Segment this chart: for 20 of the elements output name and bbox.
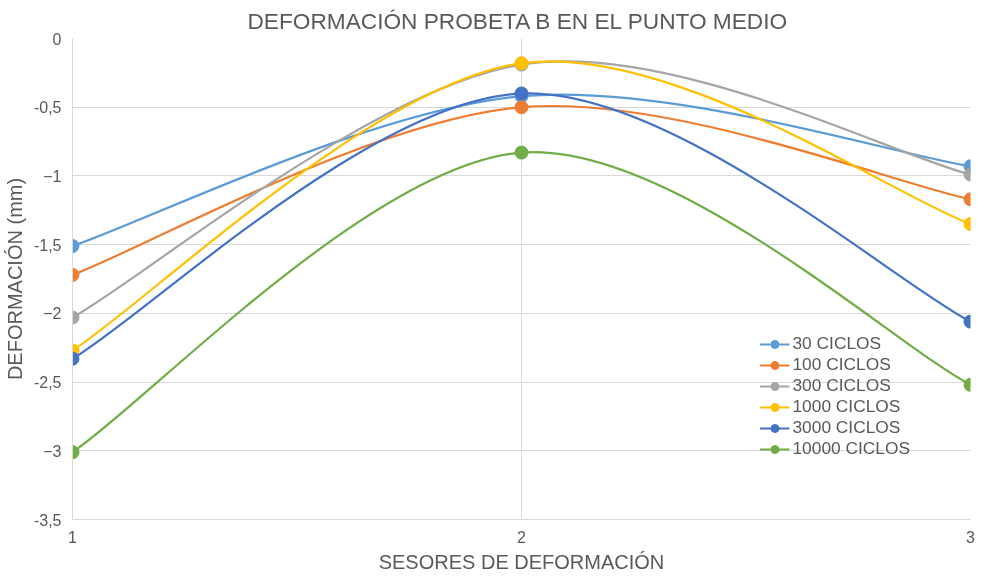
legend-label: 30 CICLOS [792,333,882,354]
y-tick-label: −1 [43,167,62,185]
legend-label: 100 CICLOS [792,354,891,375]
legend-label: 3000 CICLOS [792,417,901,438]
y-tick-label: −2 [43,305,62,323]
chart-title: DEFORMACIÓN PROBETA B EN EL PUNTO MEDIO [247,7,788,34]
y-tick-label: -1,5 [33,236,62,254]
legend-label: 300 CICLOS [792,375,891,396]
y-tick-label: −3 [43,442,62,460]
x-tick-label: 2 [517,528,527,546]
y-axis-title: DEFORMACIÓN (mm) [3,177,26,381]
y-tick-label: -2,5 [33,374,62,392]
y-tick-label: -0,5 [33,99,62,117]
y-tick-label: -3,5 [33,511,62,529]
legend-label: 1000 CICLOS [792,396,901,417]
x-tick-label: 1 [68,528,78,546]
legend-label: 10000 CICLOS [792,438,910,459]
x-axis-title: SESORES DE DEFORMACIÓN [378,550,665,573]
y-tick-label: 0 [52,30,62,48]
x-tick-label: 3 [966,528,976,546]
